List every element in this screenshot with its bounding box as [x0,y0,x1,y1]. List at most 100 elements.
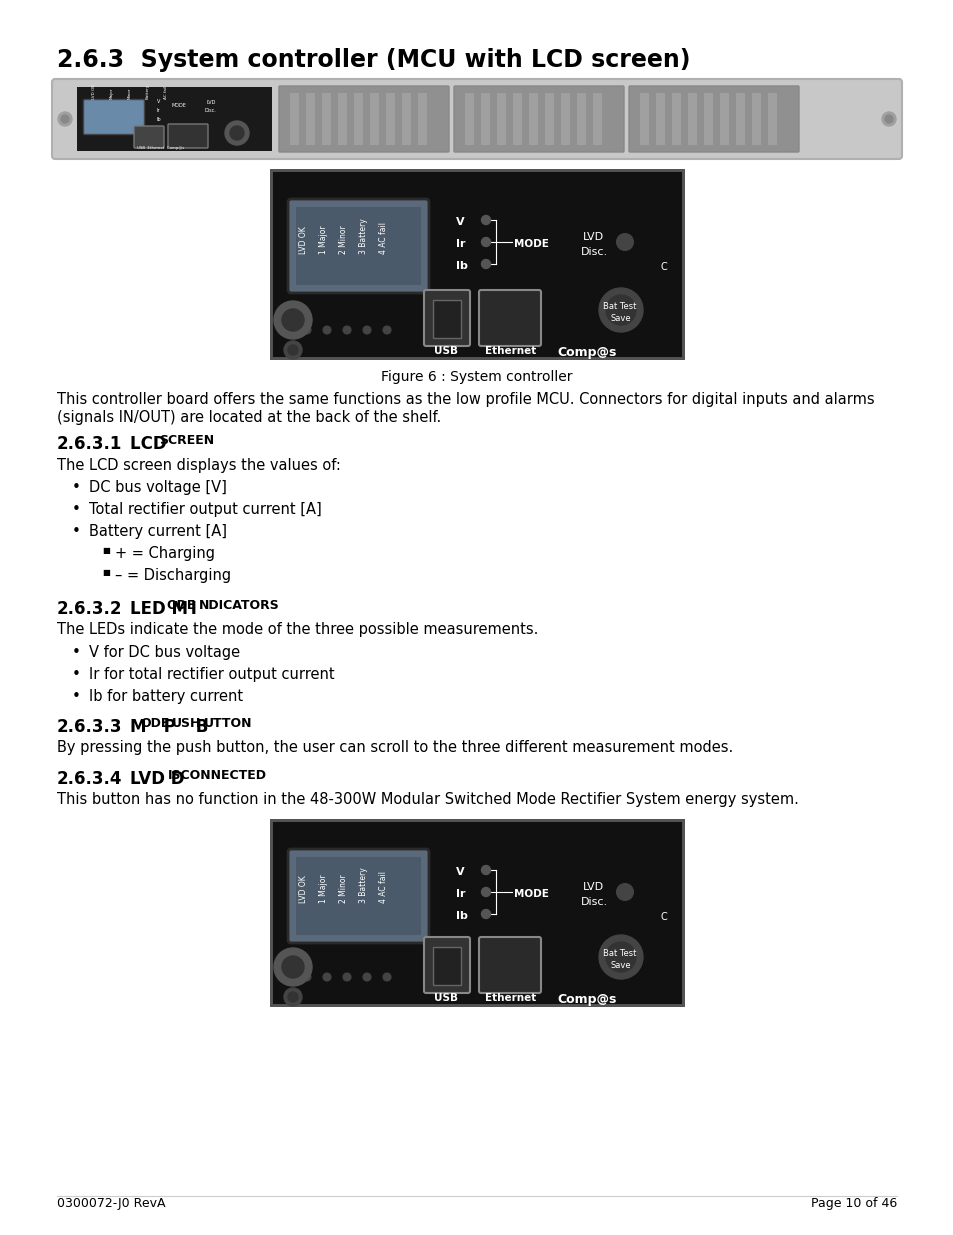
Text: •: • [71,524,81,538]
Circle shape [884,115,892,124]
Circle shape [323,973,331,981]
FancyBboxPatch shape [478,290,540,346]
Bar [513,93,521,144]
Bar [497,93,505,144]
Text: •: • [71,501,81,517]
Text: Disc.: Disc. [205,107,216,112]
Text: Battery: Battery [146,84,150,99]
Text: LVD OK: LVD OK [298,876,308,903]
Circle shape [343,326,351,333]
Bar [720,93,728,144]
Text: 2 Minor: 2 Minor [338,874,348,903]
Circle shape [882,112,895,126]
Text: Ir: Ir [157,107,160,112]
Bar [295,857,420,935]
Circle shape [61,115,69,124]
FancyBboxPatch shape [52,79,901,159]
Text: SCREEN: SCREEN [158,433,213,447]
Text: V: V [456,867,464,877]
Text: USB  Ethernet  Comp@s: USB Ethernet Comp@s [137,146,184,149]
Circle shape [382,973,391,981]
Text: Ethernet: Ethernet [484,993,536,1003]
Text: V: V [157,99,160,104]
Bar [271,820,682,1005]
Text: AC fail: AC fail [164,86,168,99]
Text: 2.6.3.3: 2.6.3.3 [57,718,122,736]
Bar [735,93,744,144]
Text: MODE: MODE [514,240,548,249]
Text: LVD: LVD [207,100,216,105]
Bar [295,207,420,285]
Text: DC bus voltage [V]: DC bus voltage [V] [89,480,227,495]
FancyBboxPatch shape [423,290,470,346]
Circle shape [598,288,642,332]
Bar [386,93,395,144]
Bar [480,93,490,144]
Text: ODE: ODE [166,599,195,613]
Text: Ir: Ir [456,240,465,249]
Circle shape [481,237,490,247]
Text: B: B [190,718,208,736]
Text: MODE: MODE [172,103,187,107]
Text: C: C [660,911,667,923]
Bar [370,93,378,144]
Circle shape [284,988,302,1007]
Circle shape [617,233,633,249]
Circle shape [274,301,312,338]
FancyBboxPatch shape [478,937,540,993]
Bar [271,820,682,1005]
Text: Comp@s: Comp@s [557,346,616,359]
Bar [671,93,680,144]
Text: USB: USB [434,346,457,356]
Circle shape [225,121,249,144]
Text: ■: ■ [102,546,110,555]
Text: 2.6.3  System controller (MCU with LCD screen): 2.6.3 System controller (MCU with LCD sc… [57,48,690,72]
Text: P: P [158,718,175,736]
Circle shape [323,326,331,333]
Text: 0300072-J0 RevA: 0300072-J0 RevA [57,1197,165,1210]
Text: 3 Battery: 3 Battery [358,219,368,254]
Bar [751,93,760,144]
Bar [639,93,648,144]
Bar [767,93,776,144]
Text: Ethernet: Ethernet [484,346,536,356]
Text: •: • [71,480,81,495]
Text: (signals IN/OUT) are located at the back of the shelf.: (signals IN/OUT) are located at the back… [57,410,441,425]
Text: •: • [71,667,81,682]
Text: Total rectifier output current [A]: Total rectifier output current [A] [89,501,321,517]
Bar [354,93,363,144]
Text: 4 AC fail: 4 AC fail [378,871,388,903]
Text: 1 Major: 1 Major [318,874,328,903]
Text: LED M: LED M [130,600,188,618]
Circle shape [481,888,490,897]
FancyBboxPatch shape [278,86,449,152]
Circle shape [598,935,642,979]
Text: Ir for total rectifier output current: Ir for total rectifier output current [89,667,335,682]
Circle shape [343,973,351,981]
Text: – = Discharging: – = Discharging [115,568,231,583]
Bar [306,93,314,144]
Text: Page 10 of 46: Page 10 of 46 [810,1197,896,1210]
Text: 1 Major: 1 Major [318,225,328,254]
Circle shape [58,112,71,126]
Text: LCD: LCD [130,435,172,453]
Text: By pressing the push button, the user can scroll to the three different measurem: By pressing the push button, the user ca… [57,740,733,755]
Bar [593,93,601,144]
Text: M: M [130,718,147,736]
Text: Disc.: Disc. [580,897,607,906]
Bar [464,93,474,144]
Bar [290,93,298,144]
Bar [560,93,569,144]
Bar [703,93,712,144]
Text: Save: Save [610,314,631,324]
Circle shape [284,341,302,359]
Bar [433,300,460,338]
Circle shape [288,345,297,354]
Text: The LEDs indicate the mode of the three possible measurements.: The LEDs indicate the mode of the three … [57,622,537,637]
Bar [417,93,427,144]
Bar [77,86,272,151]
FancyBboxPatch shape [454,86,623,152]
Text: UTTON: UTTON [204,718,253,730]
Text: Battery current [A]: Battery current [A] [89,524,227,538]
Circle shape [605,942,636,972]
